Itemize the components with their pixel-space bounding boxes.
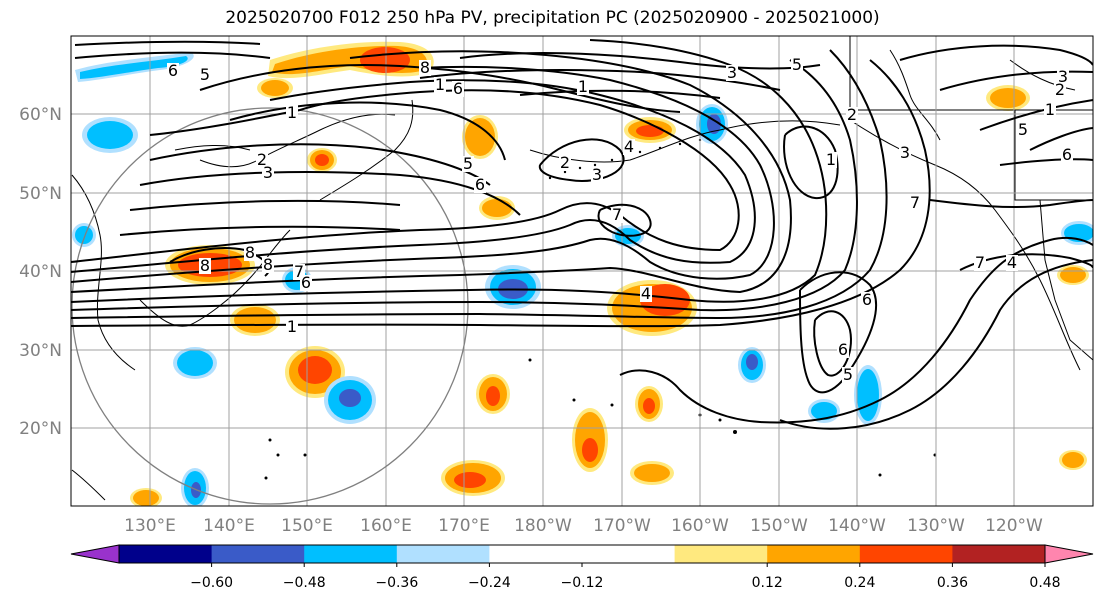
colorbar-segment [767, 545, 861, 563]
contour-label: 3 [900, 143, 910, 162]
colorbar-tick-label: −0.60 [190, 575, 233, 591]
contour-label: 4 [641, 284, 651, 303]
colorbar-extend-low [70, 544, 120, 564]
contour-label: 8 [200, 256, 210, 275]
lon-label: 170°W [593, 516, 651, 536]
contour-label: 8 [263, 255, 273, 274]
lat-label: 50°N [19, 184, 62, 204]
contour-label: 4 [1007, 253, 1017, 272]
contour-label: 8 [420, 58, 430, 77]
contour-label: 2 [257, 150, 267, 169]
great-circle [71, 107, 469, 505]
contour-label: 1 [826, 150, 836, 169]
lon-label: 160°W [671, 516, 729, 536]
lon-label: 140°W [828, 516, 886, 536]
contour-label: 7 [975, 253, 985, 272]
lat-label: 20°N [19, 419, 62, 439]
colorbar-segment [582, 545, 676, 563]
contour-label: 1 [1045, 100, 1055, 119]
contour-label: 6 [168, 61, 178, 80]
colorbar-segment [952, 545, 1046, 563]
lon-label: 180°W [514, 516, 572, 536]
lat-label: 40°N [19, 262, 62, 282]
contour-label: 2 [1055, 80, 1065, 99]
contour-label: 3 [727, 63, 737, 82]
contour-label: 4 [624, 137, 634, 156]
contour-label: 7 [612, 205, 622, 224]
contour-label: 5 [843, 365, 853, 384]
contour-label: 3 [592, 165, 602, 184]
colorbar: −0.60 −0.48 −0.36 −0.24 −0.12 0.12 0.24 0.36 0.4… [70, 544, 1094, 591]
contour-label: 5 [1018, 120, 1028, 139]
lon-label: 120°W [985, 516, 1043, 536]
colorbar-tick-label: 0.48 [1029, 575, 1060, 591]
contour-label: 5 [463, 154, 473, 173]
colorbar-extend-high [1044, 544, 1094, 564]
colorbar-tick-label: −0.36 [375, 575, 418, 591]
colorbar-tick-label: 0.12 [752, 575, 783, 591]
lon-label: 150°E [281, 516, 333, 536]
plot-title: 2025020700 F012 250 hPa PV, precipitatio… [225, 8, 880, 28]
contour-label: 3 [263, 163, 273, 182]
colorbar-tick-label: −0.12 [561, 575, 604, 591]
contour-label: 6 [475, 175, 485, 194]
colorbar-segment [211, 545, 305, 563]
colorbar-segment [674, 545, 768, 563]
colorbar-tick-label: 0.24 [844, 575, 875, 591]
lon-label: 150°W [750, 516, 808, 536]
latitude-labels: 60°N 50°N 40°N 30°N 20°N [19, 105, 62, 439]
colorbar-segment [859, 545, 953, 563]
contour-label: 1 [287, 103, 297, 122]
contour-label: 5 [200, 65, 210, 84]
colorbar-segment [396, 545, 490, 563]
contour-label: 1 [287, 317, 297, 336]
contour-label: 6 [862, 290, 872, 309]
contour-label: 6 [453, 79, 463, 98]
contour-label: 1 [435, 75, 445, 94]
contour-label: 6 [301, 273, 311, 292]
colorbar-segment [304, 545, 398, 563]
contour-label: 6 [838, 340, 848, 359]
contour-label: 1 [578, 77, 588, 96]
colorbar-tick-label: −0.24 [468, 575, 511, 591]
colorbar-segment [489, 545, 583, 563]
contour-label: 8 [245, 243, 255, 262]
contour-label: 7 [294, 262, 304, 281]
pv-contours [71, 39, 1093, 430]
graticule [71, 36, 1093, 506]
colorbar-tick-label: −0.48 [283, 575, 326, 591]
contour-label: 7 [910, 193, 920, 212]
lat-label: 60°N [19, 105, 62, 125]
contour-label: 2 [560, 153, 570, 172]
contour-label: 3 [1058, 67, 1068, 86]
longitude-labels: 130°E 140°E 150°E 160°E 170°E 180°W 170°W 160°W… [124, 516, 1043, 536]
contour-label: 5 [792, 55, 802, 74]
map-frame [70, 35, 1094, 507]
lat-label: 30°N [19, 341, 62, 361]
contour-label: 2 [847, 105, 857, 124]
lon-label: 130°W [907, 516, 965, 536]
lon-label: 140°E [203, 516, 255, 536]
contour-label: 6 [1062, 145, 1072, 164]
colorbar-segment [119, 545, 213, 563]
colorbar-tick-label: 0.36 [937, 575, 968, 591]
lon-label: 170°E [438, 516, 490, 536]
lon-label: 160°E [360, 516, 412, 536]
lon-label: 130°E [124, 516, 176, 536]
